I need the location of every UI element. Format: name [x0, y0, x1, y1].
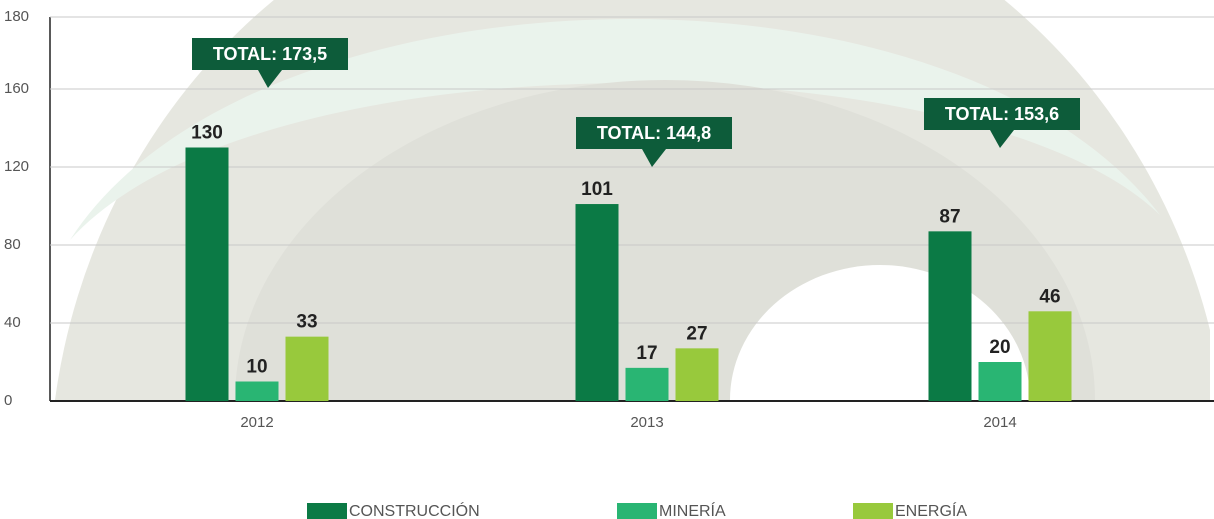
- legend-label: ENERGÍA: [895, 501, 967, 519]
- legend-swatch: [307, 503, 347, 519]
- legend-swatch: [617, 503, 657, 519]
- annotation: TOTAL: 153,6: [945, 104, 1059, 124]
- y-tick-label: 160: [4, 80, 29, 97]
- y-tick-label: 0: [4, 392, 12, 409]
- annotation-pointer: [258, 70, 282, 88]
- annotation-box: [192, 38, 348, 70]
- x-tick-label: 2012: [240, 414, 273, 431]
- value-label: 27: [686, 323, 707, 344]
- bar: [575, 204, 619, 401]
- x-tick-label: 2013: [630, 414, 663, 431]
- bar: [185, 147, 229, 401]
- value-label: 10: [246, 357, 267, 378]
- annotation: TOTAL: 173,5: [213, 44, 327, 64]
- legend-label: CONSTRUCCIÓN: [349, 501, 480, 519]
- y-tick-label: 40: [4, 314, 21, 331]
- bar: [1028, 311, 1072, 401]
- value-label: 130: [191, 123, 223, 144]
- legend-label: MINERÍA: [659, 501, 726, 519]
- legend-swatch: [853, 503, 893, 519]
- value-label: 17: [636, 343, 657, 364]
- y-tick-label: 120: [4, 158, 29, 175]
- value-label: 46: [1039, 286, 1060, 307]
- bar: [928, 231, 972, 401]
- value-label: 33: [296, 312, 317, 333]
- arc-green: [70, 19, 1160, 240]
- bar: [675, 348, 719, 401]
- x-tick-label: 2014: [983, 414, 1016, 431]
- value-label: 101: [581, 179, 613, 200]
- value-label: 20: [989, 337, 1010, 358]
- y-tick-label: 180: [4, 8, 29, 25]
- background-arcs: [55, 0, 1210, 400]
- annotation-pointer: [642, 149, 666, 167]
- bar: [978, 362, 1022, 401]
- bar: [235, 381, 279, 401]
- annotation: TOTAL: 144,8: [597, 123, 711, 143]
- annotation-box: [576, 117, 732, 149]
- annotation-pointer: [990, 130, 1014, 148]
- value-label: 87: [939, 206, 960, 227]
- bar: [625, 367, 669, 401]
- annotation-box: [924, 98, 1080, 130]
- y-tick-label: 80: [4, 236, 21, 253]
- bar: [285, 336, 329, 401]
